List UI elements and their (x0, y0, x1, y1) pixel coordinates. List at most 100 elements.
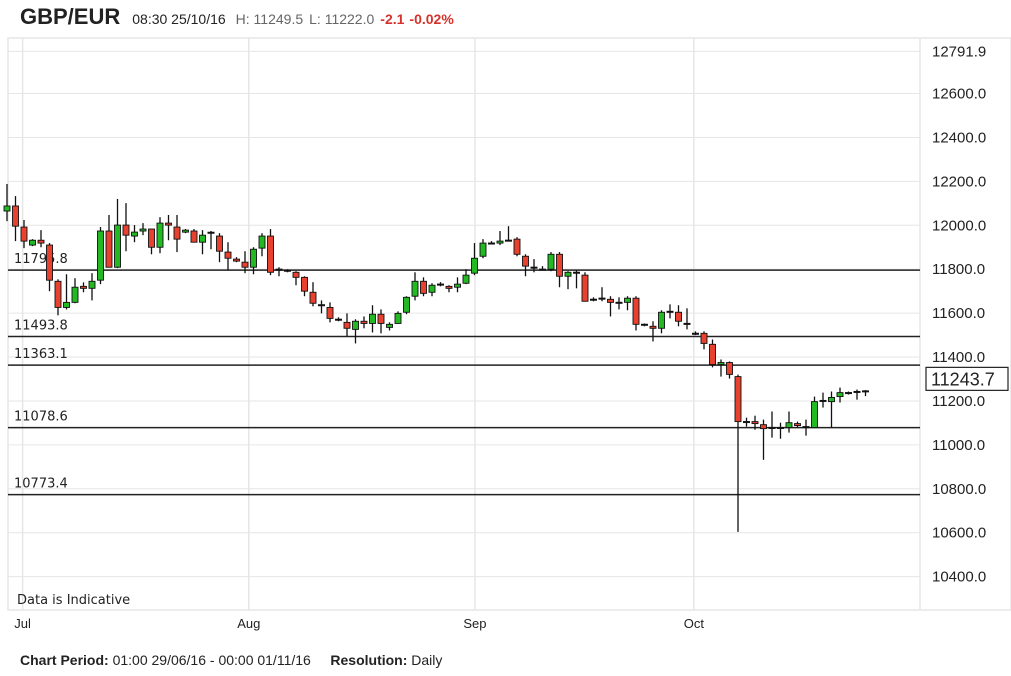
candle-down (522, 255, 529, 267)
candle-down (326, 306, 334, 319)
candle-down (675, 311, 682, 322)
candle-down (513, 238, 521, 255)
x-tick-label: Jul (14, 616, 31, 631)
candle-up (199, 234, 206, 243)
resolution-value: Daily (411, 652, 443, 668)
y-tick-label: 11000.0 (932, 437, 985, 454)
candle-up (63, 301, 70, 308)
chart-footer: Chart Period: 01:00 29/06/16 - 00:00 01/… (20, 652, 446, 668)
candle-down (267, 235, 274, 273)
candle-down (343, 321, 351, 329)
candle-down (233, 258, 240, 262)
candle-up (564, 271, 572, 277)
grid (7, 37, 1011, 611)
candle-up (131, 231, 138, 237)
x-tick-label: Sep (463, 616, 486, 631)
candle-up (29, 239, 36, 246)
candles (3, 184, 869, 532)
y-tick-label: 10600.0 (932, 525, 986, 542)
candle-down (20, 226, 28, 242)
candle-up (71, 286, 79, 303)
candle-down (165, 222, 172, 226)
candle-up (428, 284, 436, 293)
candle-down (190, 230, 198, 243)
candle-up (139, 228, 147, 232)
candle-down (173, 226, 181, 240)
y-tick-label: 12400.0 (932, 129, 986, 146)
candle-up (836, 392, 844, 398)
candle-up (828, 396, 835, 403)
level-label: 11795.8 (14, 252, 68, 267)
y-tick-label: 11600.0 (932, 305, 985, 322)
candle-down (420, 280, 427, 294)
candle-down (607, 298, 614, 303)
candle-down (709, 343, 716, 365)
price-change-percent: -0.02% (409, 11, 454, 27)
candle-up (624, 297, 631, 303)
candle-down (726, 362, 733, 375)
candle-up (462, 274, 470, 284)
candle-down (794, 423, 801, 427)
chart-header: GBP/EUR 08:30 25/10/16 H: 11249.5 L: 112… (20, 4, 459, 34)
level-lines: 11795.8 11493.8 11363.1 11078.6 10773.4 (8, 252, 920, 496)
candle-down (556, 253, 563, 277)
y-tick-label: 10400.0 (932, 569, 986, 586)
candle-down (46, 244, 53, 281)
y-tick-label: 12791.9 (932, 43, 986, 60)
axes: 12791.9 12600.0 12400.0 12200.0 12000.0 11800… (14, 43, 1009, 631)
candle-down (216, 235, 223, 252)
candle-up (114, 224, 121, 268)
y-tick-label: 12000.0 (932, 217, 986, 234)
candle-down (224, 251, 232, 259)
candle-down (105, 230, 113, 268)
candle-down (12, 205, 19, 227)
candle-down (377, 313, 385, 324)
candle-up (411, 280, 419, 297)
candle-down (445, 285, 453, 289)
current-price-label: 11243.7 (931, 369, 995, 389)
candle-down (241, 261, 249, 268)
candle-down (632, 297, 640, 325)
candle-down (309, 291, 317, 304)
candle-up (454, 283, 461, 288)
candle-up (785, 422, 793, 428)
candle-down (649, 325, 657, 329)
candle-down (301, 276, 308, 292)
candle-up (182, 229, 189, 233)
candle-up (88, 280, 96, 289)
candle-down (54, 280, 62, 308)
chart-period-value: 01:00 29/06/16 - 00:00 01/11/16 (112, 652, 311, 668)
candle-down (37, 239, 45, 244)
candle-up (403, 296, 410, 313)
level-label: 11363.1 (14, 347, 68, 362)
candle-up (471, 257, 478, 274)
session-low: L: 11222.0 (309, 11, 375, 27)
quote-timestamp: 08:30 25/10/16 (132, 11, 226, 27)
candle-down (360, 320, 368, 324)
y-tick-label: 12600.0 (932, 86, 986, 103)
level-label: 10773.4 (14, 477, 68, 492)
y-tick-label: 11400.0 (932, 349, 985, 366)
candle-up (658, 311, 665, 329)
candle-up (156, 222, 164, 248)
candle-up (811, 401, 818, 428)
candle-down (751, 421, 759, 425)
candle-up (97, 230, 104, 281)
data-indicative-note: Data is Indicative (17, 593, 130, 608)
candle-down (700, 332, 708, 344)
plot-frame (7, 37, 1011, 611)
level-label: 11493.8 (14, 318, 68, 333)
candle-down (80, 285, 87, 289)
candle-up (258, 235, 266, 249)
session-high: H: 11249.5 (235, 11, 304, 27)
price-change: -2.1 (380, 11, 405, 27)
candle-down (760, 424, 767, 430)
candle-down (148, 228, 155, 248)
candle-down (122, 224, 130, 236)
x-tick-label: Aug (237, 616, 260, 631)
y-tick-label: 10800.0 (932, 481, 986, 498)
chart-period-label: Chart Period: (20, 652, 109, 668)
candle-down (292, 271, 300, 278)
candle-up (496, 240, 504, 244)
candle-up (394, 312, 402, 324)
